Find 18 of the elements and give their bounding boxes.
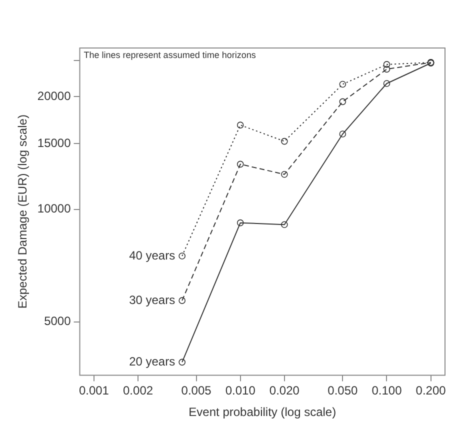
y-tick-label: 15000 — [37, 136, 72, 150]
series-label: 40 years — [129, 248, 176, 262]
x-tick-label: 0.050 — [328, 384, 358, 398]
x-tick-label: 0.001 — [78, 384, 110, 398]
x-tick-label: 0.010 — [225, 384, 256, 398]
y-axis-title: Expected Damage (EUR) (log scale) — [16, 114, 30, 309]
series-label: 20 years — [129, 354, 176, 369]
y-tick-label: 20000 — [37, 89, 72, 104]
x-tick-label: 0.002 — [123, 384, 154, 398]
x-tick-label: 0.020 — [269, 384, 300, 398]
y-tick-label: 5000 — [44, 314, 72, 328]
x-tick-label: 0.200 — [416, 384, 446, 398]
annotation: The lines represent assumed time horizons — [84, 50, 256, 60]
x-axis-title: Event probability (log scale) — [188, 405, 336, 420]
x-tick-label: 0.005 — [181, 384, 212, 398]
x-tick-label: 0.100 — [372, 384, 402, 398]
y-tick-label: 10000 — [37, 202, 72, 216]
series-label: 30 years — [129, 292, 176, 307]
